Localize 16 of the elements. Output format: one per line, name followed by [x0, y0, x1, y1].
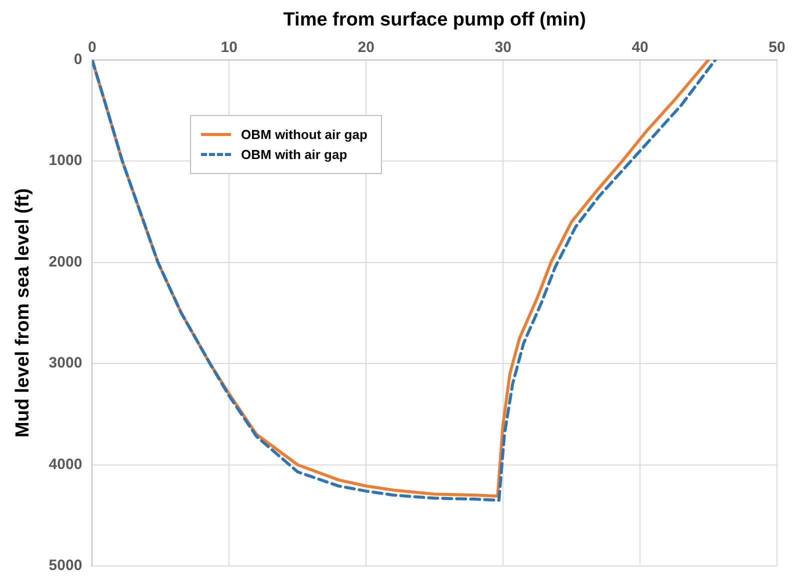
- y-tick-label: 0: [74, 50, 82, 68]
- x-tick-label: 20: [358, 38, 374, 56]
- legend-label: OBM with air gap: [241, 147, 348, 162]
- x-tick-label: 30: [494, 38, 512, 56]
- y-tick-label: 5000: [48, 557, 82, 574]
- y-tick-label: 1000: [48, 152, 82, 170]
- y-tick-label: 3000: [48, 354, 82, 372]
- y-axis-title: Mud level from sea level (ft): [12, 188, 34, 438]
- y-tick-label: 4000: [48, 456, 82, 473]
- x-tick-label: 40: [632, 38, 648, 56]
- x-tick-label: 0: [88, 38, 96, 56]
- x-axis-title: Time from surface pump off (min): [283, 10, 586, 31]
- y-tick-label: 2000: [48, 253, 82, 270]
- x-tick-label: 10: [220, 38, 238, 56]
- x-tick-label: 50: [768, 38, 786, 56]
- legend-label: OBM without air gap: [241, 127, 368, 142]
